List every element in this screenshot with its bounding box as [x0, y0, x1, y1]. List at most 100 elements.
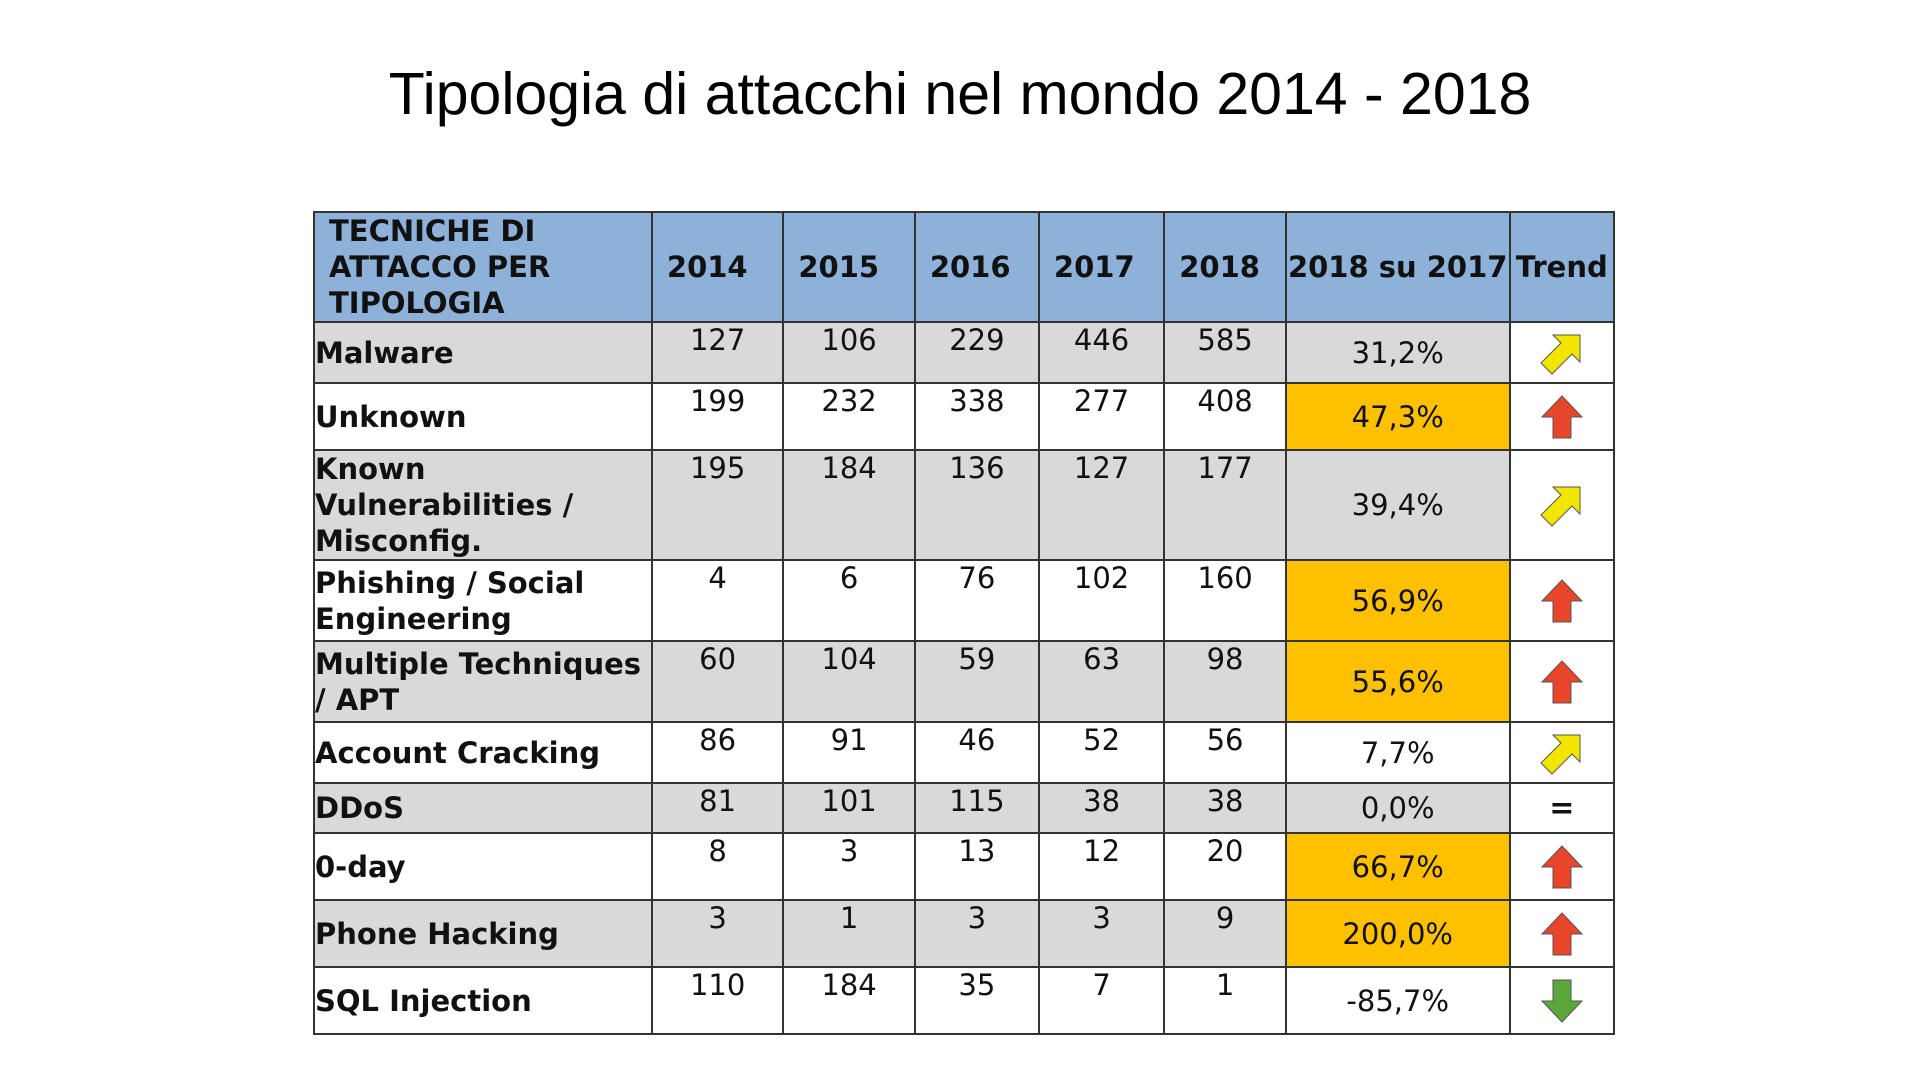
table-row: Unknown 199 232 338 277 408 47,3% [313, 382, 1616, 451]
header-2017: 2017 [1037, 211, 1166, 323]
year-value-2017: 277 [1037, 382, 1166, 451]
year-value-2018: 177 [1163, 449, 1287, 561]
up-arrow-icon [1538, 844, 1586, 888]
year-value-2017: 38 [1037, 782, 1166, 834]
trend-cell [1508, 449, 1616, 561]
year-value-2014: 199 [650, 382, 785, 451]
up-right-arrow-icon [1538, 334, 1586, 375]
year-value-2016: 3 [913, 899, 1040, 968]
change-percent: 47,3% [1284, 382, 1511, 451]
technique-name: SQL Injection [313, 966, 653, 1035]
technique-name: DDoS [313, 782, 653, 834]
year-value-2017: 7 [1037, 966, 1166, 1035]
trend-cell [1508, 721, 1616, 784]
year-value-2017: 3 [1037, 899, 1166, 968]
year-value-2016: 59 [913, 640, 1040, 723]
up-arrow-icon [1538, 394, 1586, 438]
table-body: Malware 127 106 229 446 585 31,2% Unknown 199 232… [313, 321, 1616, 1035]
year-value-2014: 3 [650, 899, 785, 968]
change-percent: 56,9% [1284, 559, 1511, 642]
year-value-2016: 35 [913, 966, 1040, 1035]
year-value-2014: 110 [650, 966, 785, 1035]
year-value-2015: 184 [782, 966, 916, 1035]
year-value-2015: 232 [782, 382, 916, 451]
year-value-2016: 13 [913, 832, 1040, 901]
year-value-2015: 91 [782, 721, 916, 784]
attack-types-table: TECNICHE DI ATTACCO PER TIPOLOGIA 2014 2… [313, 211, 1616, 1035]
technique-name: Known Vulnerabilities / Misconfig. [313, 449, 653, 561]
year-value-2018: 9 [1163, 899, 1287, 968]
year-value-2018: 20 [1163, 832, 1287, 901]
year-value-2018: 38 [1163, 782, 1287, 834]
up-right-arrow-icon [1538, 486, 1586, 527]
trend-cell [1508, 966, 1616, 1035]
technique-name: Account Cracking [313, 721, 653, 784]
change-percent: -85,7% [1284, 966, 1511, 1035]
table-row: DDoS 81 101 115 38 38 0,0% = [313, 782, 1616, 834]
technique-name: Malware [313, 321, 653, 384]
year-value-2014: 60 [650, 640, 785, 723]
header-2015: 2015 [782, 211, 916, 323]
trend-cell: = [1508, 782, 1616, 834]
up-arrow-icon [1538, 911, 1586, 955]
year-value-2016: 136 [913, 449, 1040, 561]
year-value-2017: 12 [1037, 832, 1166, 901]
header-2018-vs-2017: 2018 su 2017 [1284, 211, 1511, 323]
year-value-2014: 195 [650, 449, 785, 561]
equal-sign-icon: = [1549, 790, 1575, 826]
year-value-2016: 115 [913, 782, 1040, 834]
table-row: SQL Injection 110 184 35 7 1 -85,7% [313, 966, 1616, 1035]
year-value-2015: 3 [782, 832, 916, 901]
year-value-2015: 1 [782, 899, 916, 968]
trend-cell [1508, 832, 1616, 901]
year-value-2016: 76 [913, 559, 1040, 642]
year-value-2014: 81 [650, 782, 785, 834]
year-value-2018: 160 [1163, 559, 1287, 642]
header-2018: 2018 [1163, 211, 1287, 323]
technique-name: 0-day [313, 832, 653, 901]
year-value-2017: 52 [1037, 721, 1166, 784]
change-percent: 200,0% [1284, 899, 1511, 968]
year-value-2016: 46 [913, 721, 1040, 784]
up-right-arrow-icon [1538, 734, 1586, 775]
year-value-2017: 127 [1037, 449, 1166, 561]
change-percent: 0,0% [1284, 782, 1511, 834]
table-row: 0-day 8 3 13 12 20 66,7% [313, 832, 1616, 901]
up-arrow-icon [1538, 578, 1586, 622]
table-row: Multiple Techniques / APT 60 104 59 63 98 55,6… [313, 640, 1616, 723]
trend-cell [1508, 321, 1616, 384]
year-value-2017: 102 [1037, 559, 1166, 642]
year-value-2014: 8 [650, 832, 785, 901]
technique-name: Unknown [313, 382, 653, 451]
year-value-2014: 127 [650, 321, 785, 384]
technique-name: Phone Hacking [313, 899, 653, 968]
header-2014: 2014 [650, 211, 785, 323]
technique-name: Phishing / Social Engineering [313, 559, 653, 642]
year-value-2015: 6 [782, 559, 916, 642]
header-technique: TECNICHE DI ATTACCO PER TIPOLOGIA [313, 211, 653, 323]
trend-cell [1508, 640, 1616, 723]
table-row: Known Vulnerabilities / Misconfig. 195 184… [313, 449, 1616, 561]
table-row: Phishing / Social Engineering 4 6 76 102 160 5… [313, 559, 1616, 642]
change-percent: 39,4% [1284, 449, 1511, 561]
trend-cell [1508, 382, 1616, 451]
trend-cell [1508, 559, 1616, 642]
slide-title: Tipologia di attacchi nel mondo 2014 - 2… [388, 61, 1532, 127]
header-2016: 2016 [913, 211, 1040, 323]
trend-cell [1508, 899, 1616, 968]
year-value-2014: 4 [650, 559, 785, 642]
year-value-2015: 101 [782, 782, 916, 834]
year-value-2018: 1 [1163, 966, 1287, 1035]
up-arrow-icon [1538, 659, 1586, 703]
down-arrow-icon [1538, 979, 1586, 1023]
table-header-row: TECNICHE DI ATTACCO PER TIPOLOGIA 2014 2… [313, 211, 1616, 323]
year-value-2018: 98 [1163, 640, 1287, 723]
year-value-2016: 338 [913, 382, 1040, 451]
year-value-2018: 56 [1163, 721, 1287, 784]
year-value-2018: 585 [1163, 321, 1287, 384]
change-percent: 55,6% [1284, 640, 1511, 723]
table-row: Phone Hacking 3 1 3 3 9 200,0% [313, 899, 1616, 968]
change-percent: 31,2% [1284, 321, 1511, 384]
change-percent: 7,7% [1284, 721, 1511, 784]
year-value-2015: 106 [782, 321, 916, 384]
